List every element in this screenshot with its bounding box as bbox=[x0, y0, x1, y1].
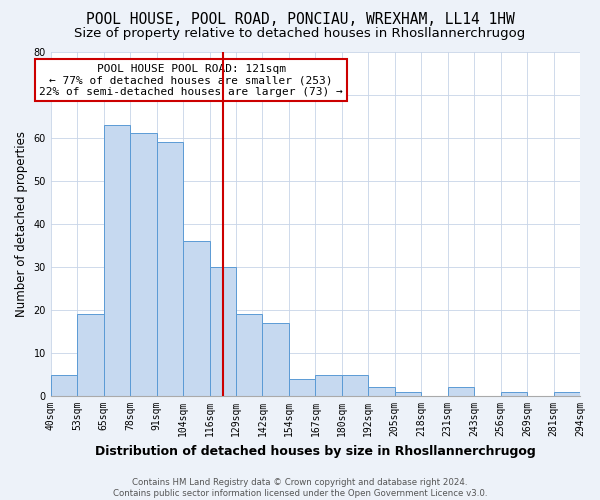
Bar bbox=[554, 392, 580, 396]
Bar bbox=[157, 142, 183, 396]
Bar bbox=[51, 374, 77, 396]
Bar bbox=[368, 388, 395, 396]
Bar bbox=[130, 134, 157, 396]
Text: Contains HM Land Registry data © Crown copyright and database right 2024.
Contai: Contains HM Land Registry data © Crown c… bbox=[113, 478, 487, 498]
Bar bbox=[77, 314, 104, 396]
Bar bbox=[262, 323, 289, 396]
Y-axis label: Number of detached properties: Number of detached properties bbox=[15, 131, 28, 317]
Text: POOL HOUSE, POOL ROAD, PONCIAU, WREXHAM, LL14 1HW: POOL HOUSE, POOL ROAD, PONCIAU, WREXHAM,… bbox=[86, 12, 514, 28]
Bar bbox=[183, 241, 209, 396]
Bar bbox=[395, 392, 421, 396]
Bar bbox=[104, 124, 130, 396]
Bar bbox=[448, 388, 474, 396]
Bar bbox=[316, 374, 342, 396]
Bar bbox=[236, 314, 262, 396]
Bar bbox=[209, 267, 236, 396]
Bar bbox=[342, 374, 368, 396]
Text: Size of property relative to detached houses in Rhosllannerchrugog: Size of property relative to detached ho… bbox=[74, 28, 526, 40]
Bar bbox=[289, 379, 316, 396]
Text: POOL HOUSE POOL ROAD: 121sqm
← 77% of detached houses are smaller (253)
22% of s: POOL HOUSE POOL ROAD: 121sqm ← 77% of de… bbox=[39, 64, 343, 97]
X-axis label: Distribution of detached houses by size in Rhosllannerchrugog: Distribution of detached houses by size … bbox=[95, 444, 536, 458]
Bar bbox=[500, 392, 527, 396]
